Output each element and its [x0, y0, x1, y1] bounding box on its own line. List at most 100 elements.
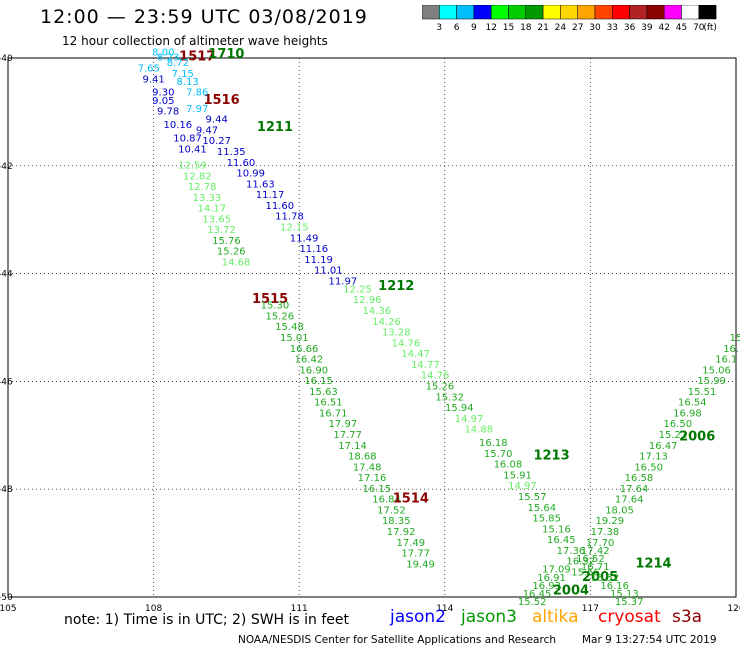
- wave-height-value: 12.78: [188, 182, 217, 193]
- wave-height-value: 15.32: [435, 392, 464, 403]
- wave-height-value: 11.78: [275, 212, 304, 223]
- y-tick-label: -42: [0, 162, 13, 172]
- wave-height-value: 10.87: [173, 134, 202, 145]
- wave-height-value: 15.13: [610, 589, 639, 600]
- wave-height-value: 16.47: [649, 441, 678, 452]
- wave-height-value: 11.60: [265, 201, 294, 212]
- wave-height-value: 9.78: [157, 107, 179, 118]
- track-time-label: 1213: [533, 449, 569, 464]
- wave-height-value: 15.26: [217, 247, 246, 258]
- satellite-legend-altika: altika: [532, 607, 579, 627]
- page-subtitle: 12 hour collection of altimeter wave hei…: [62, 34, 328, 48]
- wave-height-value: 16.32: [566, 557, 595, 568]
- track-time-label: 2004: [553, 583, 589, 598]
- wave-height-value: 18.68: [348, 452, 377, 463]
- wave-height-value: 10.99: [236, 169, 265, 180]
- track-time-label: 1710: [208, 47, 244, 62]
- wave-height-value: 15.37: [615, 597, 644, 608]
- wave-height-value: 9.44: [206, 115, 228, 126]
- note-text: note: 1) Time is in UTC; 2) SWH is in fe…: [64, 612, 350, 628]
- wave-height-value: 14.76: [392, 338, 421, 349]
- wave-height-value: 17.52: [377, 505, 406, 516]
- colorbar-unit: (ft): [703, 23, 717, 33]
- wave-height-value: 17.36: [557, 546, 586, 557]
- wave-height-value: 17.64: [620, 484, 649, 495]
- wave-height-value: 14.88: [464, 425, 493, 436]
- colorbar-swatch: [698, 5, 717, 20]
- colorbar-tick: 42: [658, 23, 669, 33]
- wave-height-value: 13.33: [193, 193, 222, 204]
- wave-height-value: 16.1: [715, 355, 737, 366]
- wave-height-value: 15.51: [688, 387, 717, 398]
- x-tick-label: 111: [291, 604, 308, 614]
- wave-height-value: 17.16: [358, 473, 387, 484]
- satellite-legend-cryosat: cryosat: [598, 607, 661, 627]
- wave-height-value: 12.15: [280, 222, 309, 233]
- colorbar-tick: 36: [624, 23, 636, 33]
- credit-text: NOAA/NESDIS Center for Satellite Applica…: [238, 634, 556, 646]
- wave-height-value: 16.54: [678, 398, 707, 409]
- wave-height-value: 17.92: [387, 527, 416, 538]
- colorbar-tick: 15: [503, 23, 514, 33]
- wave-height-value: 9.41: [142, 74, 164, 85]
- wave-height-value: 11.01: [314, 266, 343, 277]
- wave-height-value: 9.05: [152, 96, 174, 107]
- page-title: 12:00 — 23:59 UTC 03/08/2019: [40, 6, 368, 28]
- wave-height-value: 16.15: [363, 484, 392, 495]
- wave-height-value: 14.76: [421, 371, 450, 382]
- wave-height-value: 11.17: [256, 190, 285, 201]
- wave-height-value: 15.56: [571, 567, 600, 578]
- wave-height-value: 17.77: [401, 549, 430, 560]
- wave-height-value: 16.15: [304, 376, 333, 387]
- wave-height-value: 14.77: [411, 360, 440, 371]
- wave-height-value: 7.86: [186, 88, 208, 99]
- wave-height-value: 9.30: [152, 88, 174, 99]
- colorbar-tick: 9: [471, 23, 477, 33]
- wave-height-value: 16.45: [547, 535, 576, 546]
- wave-height-value: 11.35: [217, 147, 246, 158]
- wave-height-value: 16.58: [625, 473, 654, 484]
- wave-height-value: 8.00: [152, 47, 174, 58]
- wave-height-value: 14.97: [455, 414, 484, 425]
- wave-height-value: 17.38: [591, 527, 620, 538]
- x-tick-label: 108: [145, 604, 162, 614]
- wave-height-value: 15.57: [518, 492, 547, 503]
- track-time-label: 1514: [393, 492, 429, 507]
- wave-height-value: 16.45: [523, 589, 552, 600]
- wave-height-value: 16.51: [314, 398, 343, 409]
- wave-height-value: 17.09: [542, 565, 571, 576]
- colorbar-tick: 33: [607, 23, 618, 33]
- wave-height-value: 14.97: [508, 481, 537, 492]
- wave-height-value: 8.13: [176, 77, 198, 88]
- wave-height-value: 18.35: [382, 516, 411, 527]
- wave-height-value: 16.50: [663, 419, 692, 430]
- wave-height-value: 17.14: [338, 441, 367, 452]
- wave-height-value: 16.: [723, 344, 739, 355]
- colorbar-tick: 45: [676, 23, 687, 33]
- wave-height-value: 16.91: [537, 573, 566, 584]
- colorbar: 3 6 9 12 15 18 21 24 27 30 33 36 39 42 45 70(ft): [422, 5, 717, 33]
- wave-height-value: 16.66: [290, 344, 319, 355]
- track-time-label: 1515: [252, 292, 288, 307]
- x-tick-label: 117: [582, 604, 599, 614]
- y-tick-label: -46: [0, 377, 13, 387]
- colorbar-tick: 3: [436, 23, 442, 33]
- wave-height-value: 19.29: [595, 516, 624, 527]
- wave-height-value: 16.98: [673, 408, 702, 419]
- satellite-legend-jason3: jason3: [461, 607, 517, 627]
- track-time-label: 1214: [635, 556, 671, 571]
- wave-height-value: 14.68: [222, 258, 251, 269]
- wave-height-value: 15: [730, 333, 740, 344]
- wave-height-value: 12.96: [353, 295, 382, 306]
- wave-height-value: 14.17: [198, 204, 227, 215]
- wave-height-value: 12.82: [183, 171, 212, 182]
- wave-height-value: 13.65: [202, 214, 231, 225]
- wave-height-value: 16.42: [295, 355, 324, 366]
- wave-height-value: 16.71: [319, 408, 348, 419]
- track-time-label: 1212: [378, 279, 414, 294]
- x-tick-label: 105: [0, 604, 17, 614]
- colorbar-tick: 39: [641, 23, 653, 33]
- wave-height-value: 18.05: [605, 505, 634, 516]
- wave-height-value: 7.15: [172, 69, 194, 80]
- satellite-legend-jason2: jason2: [390, 607, 446, 627]
